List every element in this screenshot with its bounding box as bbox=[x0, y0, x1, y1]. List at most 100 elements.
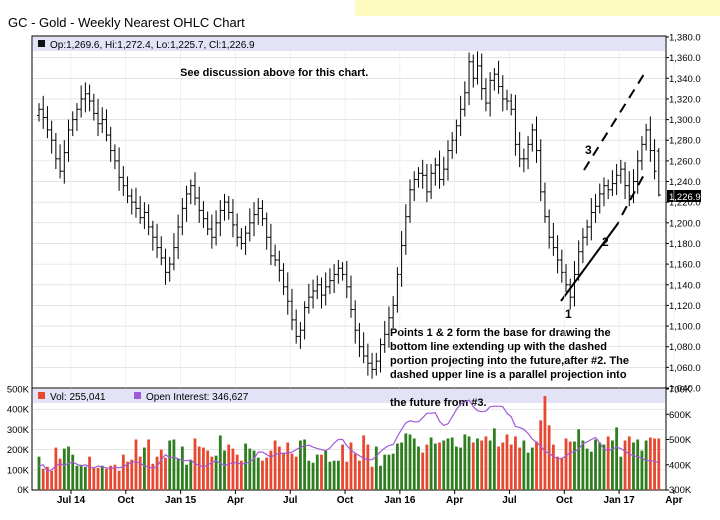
ohlc-bar bbox=[424, 163, 429, 203]
ohlc-bar bbox=[395, 267, 400, 313]
volume-bar bbox=[585, 448, 589, 490]
volume-bar bbox=[589, 451, 593, 490]
open-interest-right-axis: 300K 400K 500K 600K 700K bbox=[666, 385, 692, 496]
volume-bar bbox=[336, 460, 340, 490]
volume-bar bbox=[484, 436, 488, 490]
volume-bar bbox=[429, 437, 433, 490]
volume-bar bbox=[459, 447, 463, 490]
volume-bar bbox=[358, 460, 361, 490]
ohlc-bar bbox=[505, 89, 509, 111]
price-tick-label: 1,160.0 bbox=[669, 260, 701, 271]
ohlc-bar bbox=[209, 214, 214, 249]
ohlc-bar bbox=[112, 144, 117, 170]
ohlc-bar bbox=[197, 186, 202, 223]
ohlc-bar bbox=[205, 211, 210, 236]
ohlc-bar bbox=[656, 148, 661, 197]
x-tick-label: Jan 15 bbox=[165, 495, 197, 506]
volume-bar bbox=[366, 444, 370, 490]
volume-bar bbox=[113, 464, 117, 490]
price-tick-label: 1,080.0 bbox=[669, 342, 701, 353]
volume-bar bbox=[164, 457, 167, 490]
ohlc-bar bbox=[374, 352, 379, 376]
volume-bar bbox=[425, 444, 429, 490]
ohlc-bar bbox=[222, 193, 227, 221]
ohlc-bar bbox=[526, 136, 531, 170]
volume-bar bbox=[560, 457, 564, 490]
ohlc-bar bbox=[445, 140, 450, 181]
volume-bar bbox=[92, 467, 96, 490]
volume-bar bbox=[176, 458, 180, 490]
volume-tick-label: 400K bbox=[7, 405, 30, 416]
volume-bar bbox=[332, 460, 336, 490]
volume-bar bbox=[58, 458, 62, 490]
volume-bar bbox=[151, 463, 155, 490]
volume-bar bbox=[286, 442, 290, 490]
volume-panel bbox=[31, 387, 667, 491]
ohlc-bar bbox=[652, 139, 657, 180]
volume-bar bbox=[535, 441, 538, 490]
ohlc-bar bbox=[268, 223, 273, 266]
volume-bar bbox=[632, 442, 635, 490]
volume-bar bbox=[463, 434, 467, 490]
volume-bar bbox=[518, 447, 522, 490]
ohlc-bar bbox=[429, 163, 434, 200]
ohlc-bar bbox=[340, 262, 345, 281]
last-price-tag: 1,226.9 bbox=[669, 192, 701, 203]
ohlc-bar bbox=[193, 172, 197, 206]
volume-bar bbox=[261, 460, 264, 490]
x-tick-label: Apr bbox=[227, 495, 244, 506]
ohlc-bar bbox=[273, 244, 278, 267]
volume-bar bbox=[168, 440, 172, 490]
volume-bar bbox=[349, 442, 353, 490]
ohlc-bar bbox=[606, 179, 611, 200]
volume-bar bbox=[62, 448, 66, 490]
price-tick-label: 1,300.0 bbox=[669, 115, 701, 126]
ohlc-bar bbox=[252, 202, 257, 237]
volume-bar bbox=[615, 427, 619, 490]
volume-bar bbox=[109, 465, 113, 490]
volume-bar bbox=[568, 441, 572, 490]
volume-grid bbox=[33, 408, 665, 471]
ohlc-bar bbox=[87, 84, 92, 112]
volume-bar bbox=[594, 439, 597, 490]
ohlc-bar bbox=[530, 123, 535, 152]
volume-bar bbox=[446, 438, 450, 490]
volume-bar bbox=[648, 437, 652, 490]
point-label-3: 3 bbox=[585, 143, 592, 157]
annotation-note: Points 1 & 2 form the base for drawing t… bbox=[390, 327, 629, 381]
ohlc-bar bbox=[492, 67, 497, 91]
volume-bar bbox=[206, 450, 210, 490]
volume-bar bbox=[619, 456, 623, 490]
volume-bar bbox=[328, 461, 332, 490]
volume-bar bbox=[636, 439, 640, 490]
volume-bar bbox=[117, 470, 121, 490]
ohlc-bar bbox=[79, 85, 84, 118]
upper-trendline-dashed bbox=[583, 70, 647, 171]
volume-bar bbox=[311, 462, 315, 490]
volume-bar bbox=[273, 440, 277, 490]
price-tick-label: 1,260.0 bbox=[669, 156, 701, 167]
x-tick-label: Oct bbox=[556, 495, 573, 506]
volume-bar bbox=[126, 461, 129, 490]
price-tick-label: 1,360.0 bbox=[669, 53, 701, 64]
price-tick-label: 1,180.0 bbox=[669, 239, 701, 250]
ohlc-bar bbox=[336, 259, 341, 284]
volume-bar bbox=[180, 446, 184, 490]
ohlc-bar bbox=[614, 163, 619, 195]
volume-bar bbox=[564, 438, 568, 490]
oi-tick-label: 700K bbox=[669, 385, 692, 396]
note-line-1: Points 1 & 2 form the base for drawing t… bbox=[390, 327, 611, 339]
volume-tick-label: 100K bbox=[7, 465, 30, 476]
volume-bar bbox=[471, 442, 475, 490]
ohlc-bar bbox=[171, 233, 176, 271]
volume-bar bbox=[71, 454, 75, 490]
ohlc-bar bbox=[555, 235, 560, 274]
ohlc-bar bbox=[311, 279, 316, 309]
volume-bar bbox=[442, 440, 446, 490]
x-tick-label: Jul bbox=[283, 495, 298, 506]
volume-left-axis: 0K 100K 200K 300K 400K 500K bbox=[7, 385, 30, 497]
note-line-2: bottom line extending up with the dashed bbox=[390, 341, 607, 353]
volume-bar bbox=[408, 434, 412, 490]
volume-bar bbox=[265, 457, 269, 490]
volume-bar bbox=[277, 446, 281, 490]
